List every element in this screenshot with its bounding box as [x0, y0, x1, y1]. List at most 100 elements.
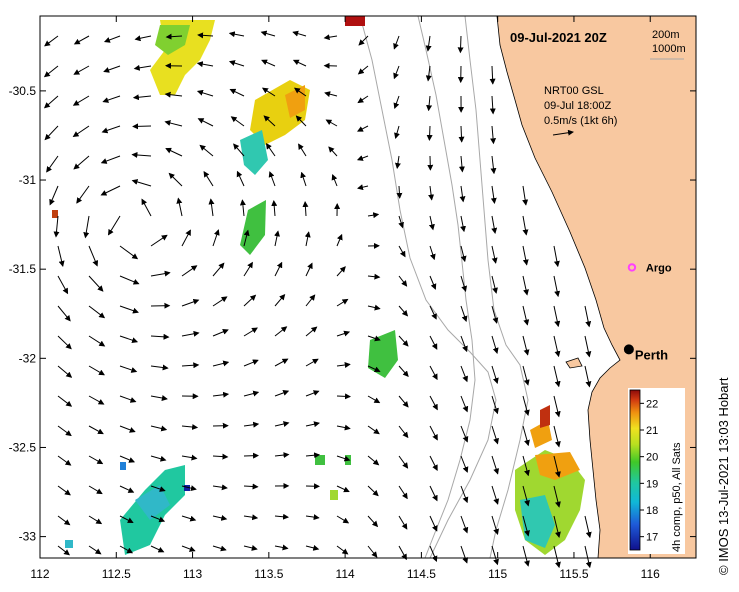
current-arrow — [460, 305, 468, 323]
current-arrow — [212, 484, 228, 491]
current-arrow — [165, 147, 183, 157]
current-arrow — [522, 425, 530, 447]
current-arrow — [107, 215, 121, 236]
current-arrow — [426, 125, 433, 141]
current-arrow — [300, 171, 307, 187]
y-tick-label: -31.5 — [9, 262, 37, 276]
current-arrow — [292, 30, 307, 37]
colorbar: 17 18 19 20 21 22 4h comp, p50, All Sats — [628, 388, 685, 554]
current-arrow — [88, 365, 105, 376]
current-arrow — [271, 200, 278, 217]
current-arrow — [367, 545, 378, 558]
current-arrow — [491, 215, 498, 234]
current-arrow — [243, 390, 260, 397]
current-arrow — [101, 125, 121, 134]
current-arrow — [274, 261, 283, 277]
current-arrow — [150, 515, 166, 523]
current-arrow — [150, 333, 170, 340]
current-arrow — [274, 230, 280, 247]
current-arrow — [181, 330, 200, 337]
current-arrow — [489, 95, 496, 115]
current-arrow — [394, 125, 400, 139]
current-arrow — [295, 115, 307, 127]
current-arrow — [394, 155, 401, 169]
current-arrow — [212, 296, 228, 307]
current-arrow — [336, 362, 351, 368]
current-arrow — [367, 455, 380, 466]
current-arrow — [428, 185, 435, 201]
colorbar-label: 4h comp, p50, All Sats — [671, 442, 683, 552]
current-arrow — [522, 245, 529, 266]
current-arrow — [57, 275, 69, 295]
current-arrow — [460, 425, 469, 443]
current-arrow — [425, 65, 432, 82]
current-arrow — [357, 184, 369, 191]
current-arrow — [72, 95, 90, 106]
current-arrow — [102, 95, 121, 103]
current-arrow — [176, 197, 183, 217]
current-arrow — [57, 245, 65, 267]
current-arrow — [458, 125, 465, 143]
current-arrow — [358, 35, 369, 46]
current-arrow — [429, 485, 438, 502]
current-arrow — [239, 199, 246, 217]
current-arrow — [57, 455, 72, 466]
current-arrow — [336, 424, 351, 431]
current-arrow — [460, 365, 468, 383]
current-arrow — [57, 515, 71, 526]
current-arrow — [393, 65, 400, 80]
current-arrow — [491, 425, 499, 445]
current-arrow — [398, 425, 409, 439]
current-arrow — [293, 87, 307, 97]
current-arrow — [197, 32, 214, 39]
current-arrow — [522, 335, 530, 356]
current-arrow — [119, 485, 135, 493]
current-arrow — [367, 485, 379, 497]
current-arrow — [150, 234, 168, 247]
current-arrow — [305, 294, 316, 307]
current-arrow — [181, 485, 197, 492]
current-arrow — [150, 270, 171, 277]
current-arrow — [57, 365, 73, 378]
current-arrow — [328, 146, 338, 157]
current-arrow — [367, 335, 381, 342]
current-arrow — [305, 358, 319, 367]
current-arrow — [398, 305, 409, 317]
plot-frame — [39, 15, 697, 559]
colorbar-gradient — [629, 389, 641, 551]
current-arrow — [150, 545, 165, 553]
current-arrow — [119, 515, 134, 523]
current-arrow — [553, 365, 561, 388]
current-arrow — [302, 201, 309, 217]
current-arrow — [243, 327, 258, 337]
current-arrow — [243, 261, 253, 277]
current-arrow — [459, 185, 466, 203]
current-arrow — [491, 455, 500, 475]
axes: 112 112.5 113 113.5 114 114.5 115 115.5 116 -30.5… — [9, 16, 696, 581]
current-arrow — [212, 229, 220, 247]
current-arrow — [131, 151, 152, 158]
current-arrow — [43, 95, 59, 109]
current-arrow — [212, 545, 227, 552]
current-arrow — [357, 125, 369, 132]
current-arrow — [398, 545, 407, 561]
current-arrow — [243, 483, 259, 490]
current-arrow — [398, 365, 409, 378]
current-arrow — [73, 155, 90, 170]
current-arrow — [88, 515, 103, 525]
current-arrow — [57, 545, 70, 556]
current-arrow — [57, 335, 72, 350]
current-arrow — [181, 229, 191, 247]
colorbar-tick-label: 18 — [646, 505, 658, 517]
current-arrow — [305, 421, 320, 428]
y-tick-label: -32.5 — [9, 440, 37, 454]
current-arrow — [304, 231, 311, 247]
current-arrow — [305, 390, 320, 397]
x-tick-label: 112 — [30, 567, 49, 581]
current-arrow — [398, 455, 409, 469]
current-arrow — [460, 395, 469, 413]
current-arrow — [203, 170, 214, 187]
current-arrow — [141, 198, 152, 217]
current-arrow — [181, 265, 198, 277]
current-arrow — [429, 545, 438, 563]
